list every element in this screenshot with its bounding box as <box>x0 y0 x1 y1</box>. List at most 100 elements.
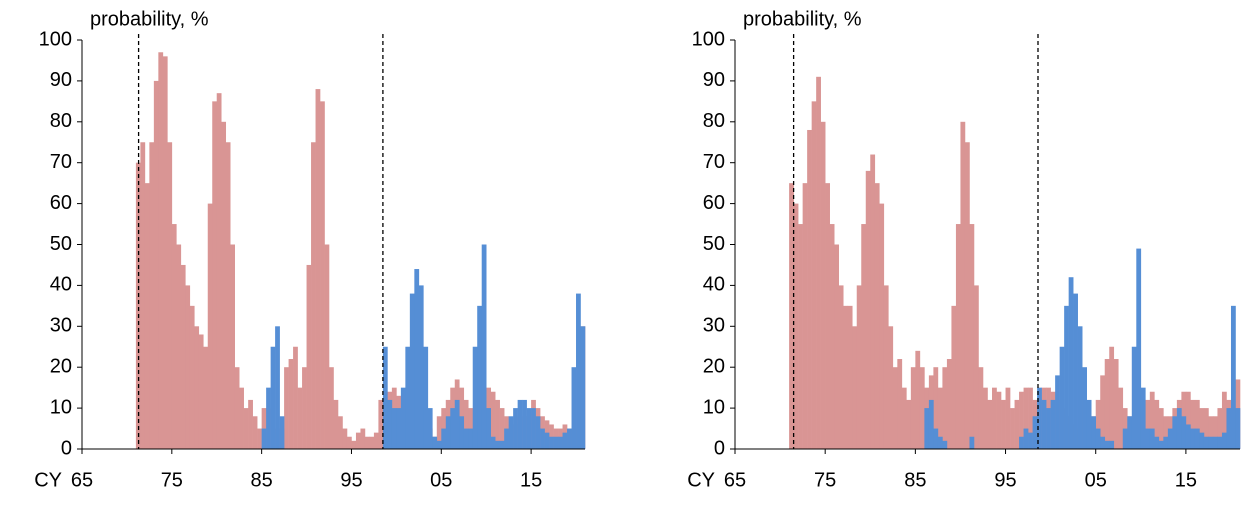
bar <box>360 428 366 449</box>
bar <box>861 224 867 449</box>
bar <box>135 162 141 449</box>
bar <box>495 399 500 449</box>
bar <box>297 387 303 449</box>
y-tick-label: 90 <box>703 69 725 91</box>
bar <box>811 101 817 449</box>
bar <box>1208 416 1214 449</box>
bar <box>441 428 447 449</box>
bar <box>346 436 352 449</box>
bar <box>1190 399 1196 449</box>
bar <box>266 387 271 449</box>
bar <box>194 326 200 449</box>
y-tick-label: 10 <box>703 396 725 418</box>
bar <box>261 428 267 449</box>
bar <box>1158 440 1164 449</box>
bar <box>933 428 939 449</box>
bar <box>378 399 384 449</box>
bar <box>405 346 411 449</box>
bar <box>364 436 370 449</box>
bar <box>1046 408 1051 449</box>
bar <box>355 432 361 449</box>
y-tick-label: 80 <box>703 110 725 132</box>
bar <box>937 436 943 449</box>
bar <box>969 436 975 449</box>
y-tick-label: 100 <box>692 28 725 50</box>
y-tick-label: 0 <box>61 437 72 459</box>
bar <box>1194 399 1200 449</box>
bar <box>870 154 876 449</box>
bar <box>802 183 808 449</box>
bar <box>212 101 218 449</box>
bar <box>1226 408 1232 449</box>
bar <box>526 408 532 449</box>
bar <box>432 436 438 449</box>
bar <box>459 416 465 449</box>
bar <box>436 440 442 449</box>
bar <box>576 293 581 449</box>
bar <box>807 129 812 450</box>
bar <box>387 399 393 449</box>
bar <box>1095 428 1101 449</box>
bar <box>1118 387 1124 449</box>
bar <box>1019 436 1024 449</box>
bar <box>1154 399 1160 449</box>
bar <box>928 399 934 449</box>
bar <box>1091 416 1097 449</box>
bar <box>414 269 420 449</box>
bar <box>495 440 500 449</box>
x-tick-label: 75 <box>161 469 183 491</box>
bar <box>1221 432 1227 449</box>
bar <box>951 305 957 449</box>
bar <box>1005 387 1011 449</box>
bar <box>919 367 925 449</box>
bar <box>1221 391 1227 449</box>
bar <box>270 346 276 449</box>
bar <box>337 416 343 449</box>
bar <box>149 142 155 449</box>
bar <box>279 416 285 449</box>
bar <box>825 183 830 449</box>
x-tick-label: 65 <box>724 469 746 491</box>
bar <box>1104 359 1110 449</box>
bar <box>892 367 898 449</box>
bar <box>1055 375 1060 449</box>
x-tick-label: 75 <box>814 469 836 491</box>
bar <box>888 326 894 449</box>
bar <box>1217 436 1223 449</box>
bar <box>897 359 903 449</box>
bar <box>1010 408 1015 449</box>
x-axis-label: CY <box>34 469 62 491</box>
bar <box>167 142 173 449</box>
y-tick-label: 70 <box>703 151 725 173</box>
bar <box>1014 399 1020 449</box>
bar <box>1194 428 1200 449</box>
bar <box>203 346 209 449</box>
bar <box>185 285 191 449</box>
y-tick-label: 70 <box>50 151 72 173</box>
bar <box>1140 387 1146 449</box>
bar <box>1109 440 1115 449</box>
bar <box>789 183 794 449</box>
bar <box>427 408 433 449</box>
bar <box>396 408 402 449</box>
bar <box>1086 399 1092 449</box>
bar <box>883 285 889 449</box>
bar <box>369 436 375 449</box>
bar <box>171 224 177 449</box>
bar <box>468 428 474 449</box>
bar <box>852 326 858 449</box>
bar <box>924 408 930 449</box>
bar <box>1019 391 1024 449</box>
bar <box>856 285 862 449</box>
y-tick-label: 20 <box>703 355 725 377</box>
bar <box>248 399 253 449</box>
bar <box>517 399 523 449</box>
x-tick-label: 85 <box>251 469 273 491</box>
bar <box>454 399 460 449</box>
bar <box>834 244 840 449</box>
bar <box>221 121 227 450</box>
bar <box>1185 424 1191 449</box>
bar <box>1032 416 1038 449</box>
bar <box>978 367 984 449</box>
